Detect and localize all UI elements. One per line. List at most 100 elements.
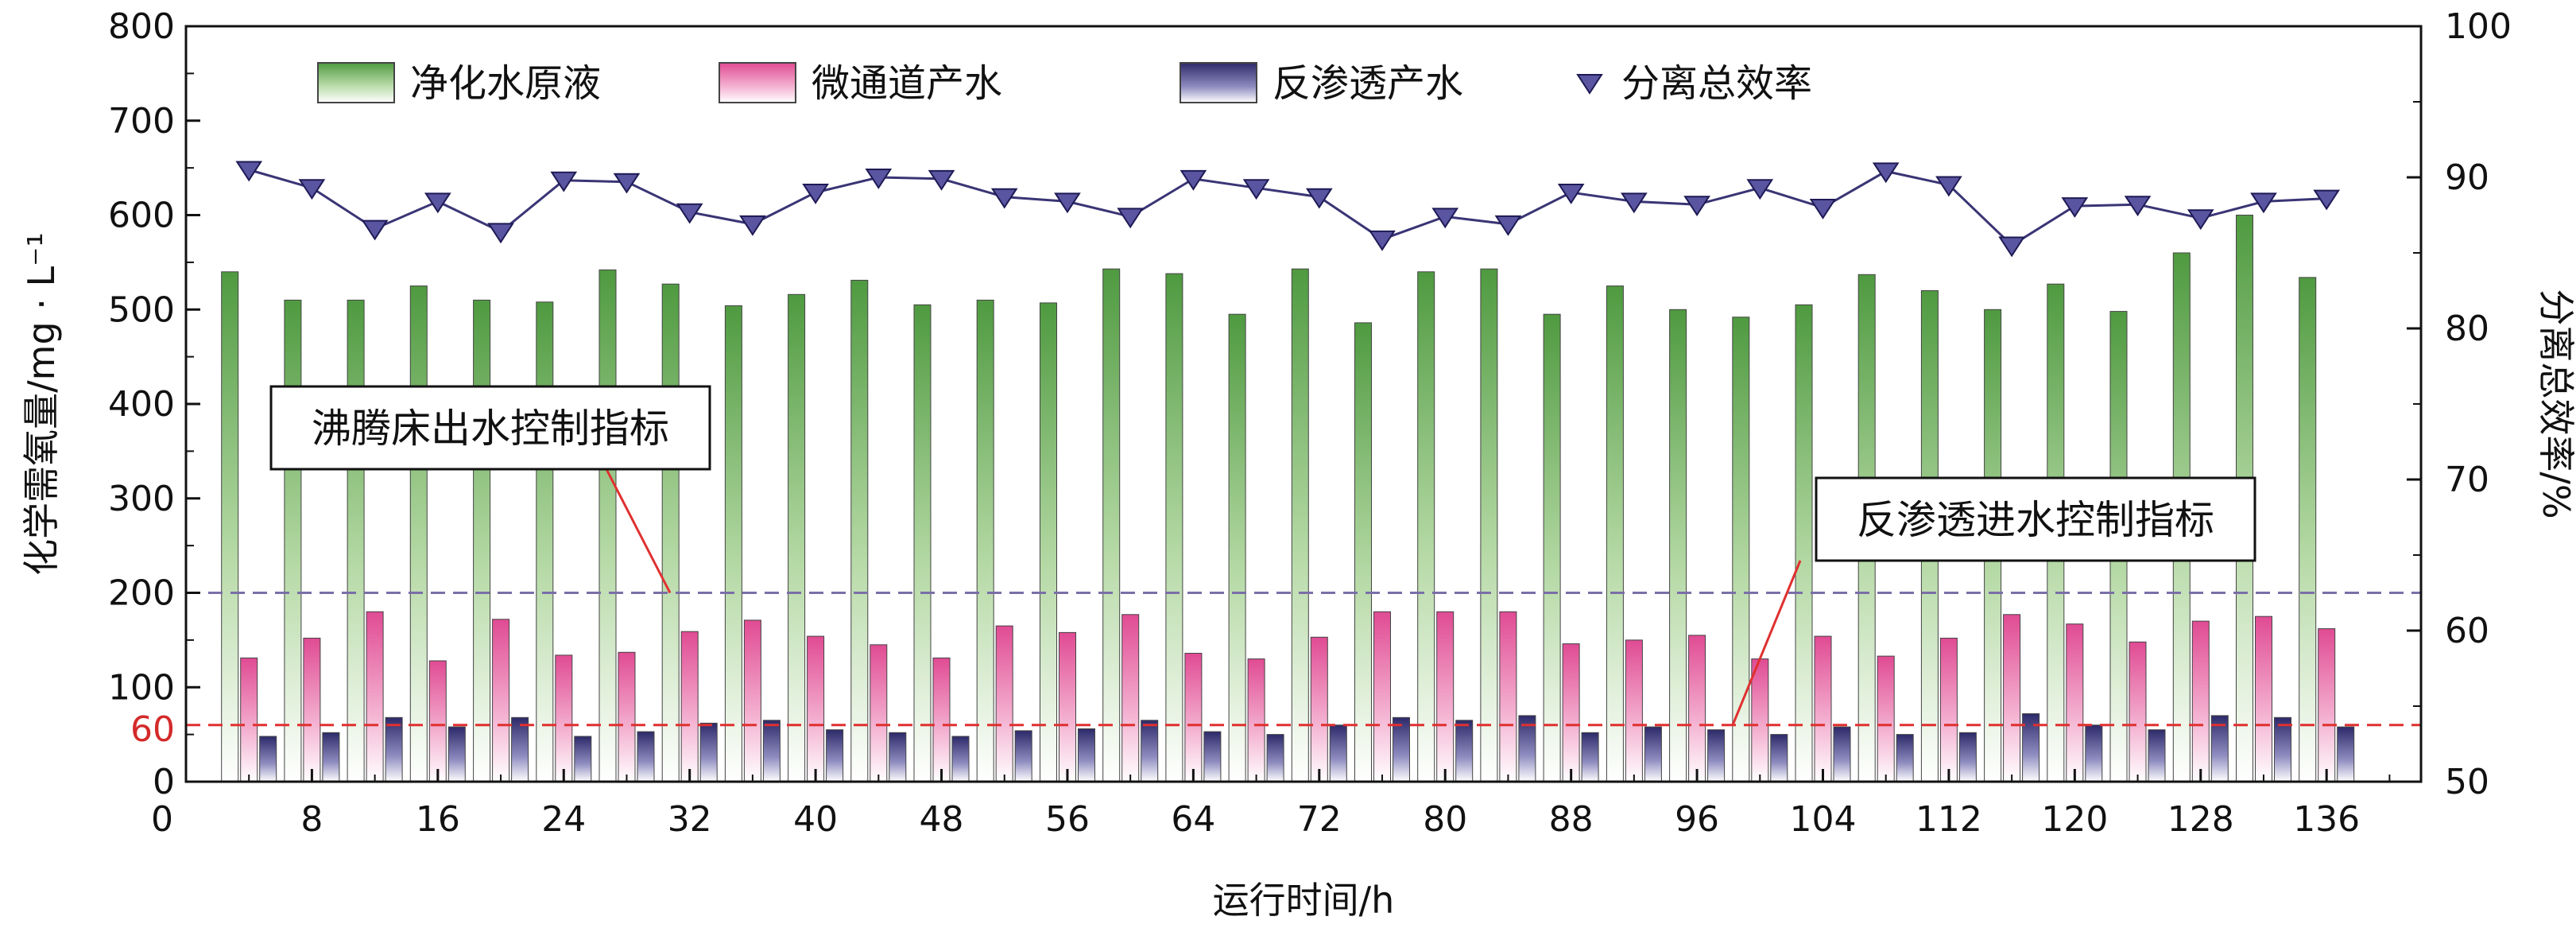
- bar-series1-21: [1543, 313, 1561, 782]
- efficiency-marker-25: [1809, 199, 1837, 219]
- bar-series3-1: [322, 732, 340, 782]
- bar-series2-32: [2255, 615, 2272, 782]
- y-right-tick-label-4: 90: [2445, 157, 2489, 198]
- efficiency-marker-3: [424, 192, 451, 214]
- bar-series2-24: [1751, 658, 1769, 782]
- annotation-box-0: [269, 385, 711, 471]
- legend-swatch-1: [719, 62, 796, 103]
- reference-lines-layer: [186, 592, 2421, 727]
- y-right-tick-label-0: 50: [2445, 762, 2489, 802]
- bar-series3-15: [1203, 731, 1222, 782]
- annotation-leader-0: [605, 468, 672, 594]
- bar-series2-21: [1562, 643, 1580, 782]
- y-left-axis-title: 化学需氧量/mg · L⁻¹: [20, 232, 63, 576]
- bar-series3-9: [826, 729, 844, 782]
- bar-series3-24: [1770, 734, 1788, 782]
- x-tick-label-15: 120: [2041, 799, 2108, 840]
- efficiency-marker-12: [990, 188, 1018, 209]
- bar-series3-7: [699, 722, 718, 782]
- bar-series1-16: [1228, 313, 1246, 782]
- x-tick-label-17: 136: [2293, 799, 2360, 840]
- annotation-box-1: [1815, 476, 2256, 562]
- efficiency-marker-19: [1431, 208, 1459, 229]
- bar-series3-13: [1078, 728, 1095, 782]
- y-right-axis-title: 分离总效率/%: [2535, 289, 2576, 518]
- bar-series2-33: [2318, 628, 2336, 782]
- bar-series2-25: [1814, 635, 1832, 782]
- efficiency-marker-31: [2187, 209, 2214, 231]
- y-right-tick-label-3: 80: [2445, 309, 2489, 349]
- bar-series2-12: [995, 625, 1013, 782]
- bar-series2-6: [618, 651, 636, 782]
- bar-series2-7: [680, 631, 699, 782]
- bar-series2-23: [1688, 635, 1706, 782]
- bar-series3-17: [1329, 724, 1347, 782]
- bar-series1-33: [2299, 277, 2317, 782]
- bar-series1-17: [1291, 268, 1309, 782]
- bar-series1-5: [536, 301, 554, 782]
- bar-series2-11: [932, 657, 951, 782]
- efficiency-marker-18: [1369, 230, 1396, 251]
- bar-series2-10: [870, 644, 888, 782]
- y-left-tick-label-8: 800: [108, 6, 175, 47]
- efficiency-marker-6: [613, 173, 641, 194]
- bar-series2-5: [555, 654, 573, 782]
- bar-series1-7: [661, 283, 680, 782]
- bar-series3-27: [1958, 732, 1977, 782]
- y-left-tick-label-2: 200: [108, 573, 175, 614]
- bar-series3-29: [2085, 724, 2103, 782]
- bar-series2-3: [428, 660, 447, 782]
- annotation-leader-1: [1731, 560, 1802, 726]
- bar-series3-23: [1707, 729, 1726, 782]
- bar-series1-22: [1606, 285, 1624, 782]
- x-tick-label-14: 112: [1916, 799, 1982, 840]
- x-axis-title: 运行时间/h: [1213, 879, 1395, 922]
- x-tick-label-3: 24: [541, 799, 586, 840]
- bar-series1-13: [1040, 302, 1057, 782]
- y-left-tick-label-5: 500: [108, 289, 175, 330]
- efficiency-marker-2: [361, 219, 389, 241]
- bar-series2-16: [1247, 658, 1265, 782]
- bar-series1-1: [284, 299, 302, 782]
- legend-label-3: 分离总效率: [1621, 61, 1812, 106]
- efficiency-marker-15: [1180, 169, 1207, 191]
- annotation-label-0: 沸腾床出水控制指标: [312, 406, 669, 452]
- bar-series1-25: [1795, 304, 1813, 782]
- efficiency-marker-14: [1117, 208, 1145, 229]
- ticks-layer: 0100200300400500600700800605060708090100…: [20, 6, 2576, 922]
- x-tick-label-13: 104: [1790, 799, 1857, 840]
- efficiency-marker-17: [1305, 188, 1333, 209]
- x-tick-label-4: 32: [668, 799, 712, 840]
- bar-series2-9: [807, 635, 825, 782]
- y-left-tick-label-60: 60: [130, 709, 175, 750]
- bar-series3-22: [1644, 726, 1662, 782]
- x-tick-label-6: 48: [920, 799, 964, 840]
- efficiency-marker-30: [2124, 196, 2152, 217]
- y-left-tick-label-4: 400: [108, 384, 175, 425]
- legend-swatch-2: [1180, 62, 1257, 103]
- y-left-tick-label-7: 700: [108, 101, 175, 142]
- legend-swatch-0: [317, 62, 395, 103]
- efficiency-line-layer: [235, 161, 2341, 258]
- legend: 净化水原液 微通道产水 反渗透产水 分离总效率: [317, 61, 1812, 106]
- bar-series3-19: [1455, 720, 1474, 782]
- x-tick-label-12: 96: [1675, 799, 1719, 840]
- y-left-tick-label-1: 100: [108, 667, 175, 708]
- bar-series1-24: [1732, 316, 1750, 782]
- bar-series1-10: [850, 279, 869, 782]
- bar-series2-13: [1059, 631, 1076, 782]
- bar-series1-11: [913, 304, 932, 782]
- x-tick-label-2: 16: [416, 799, 460, 840]
- x-tick-label-16: 128: [2167, 799, 2234, 840]
- y-left-tick-label-6: 600: [108, 196, 175, 236]
- legend-swatch-3: [1576, 74, 1603, 95]
- bar-series3-10: [889, 732, 907, 782]
- x-tick-label-1: 8: [300, 799, 323, 840]
- efficiency-marker-13: [1054, 192, 1081, 214]
- efficiency-marker-23: [1683, 196, 1710, 217]
- bar-series3-8: [762, 720, 781, 782]
- bar-series1-20: [1480, 268, 1498, 782]
- y-right-tick-label-1: 60: [2445, 611, 2489, 651]
- bar-series2-14: [1121, 614, 1140, 782]
- bar-series3-0: [259, 736, 277, 782]
